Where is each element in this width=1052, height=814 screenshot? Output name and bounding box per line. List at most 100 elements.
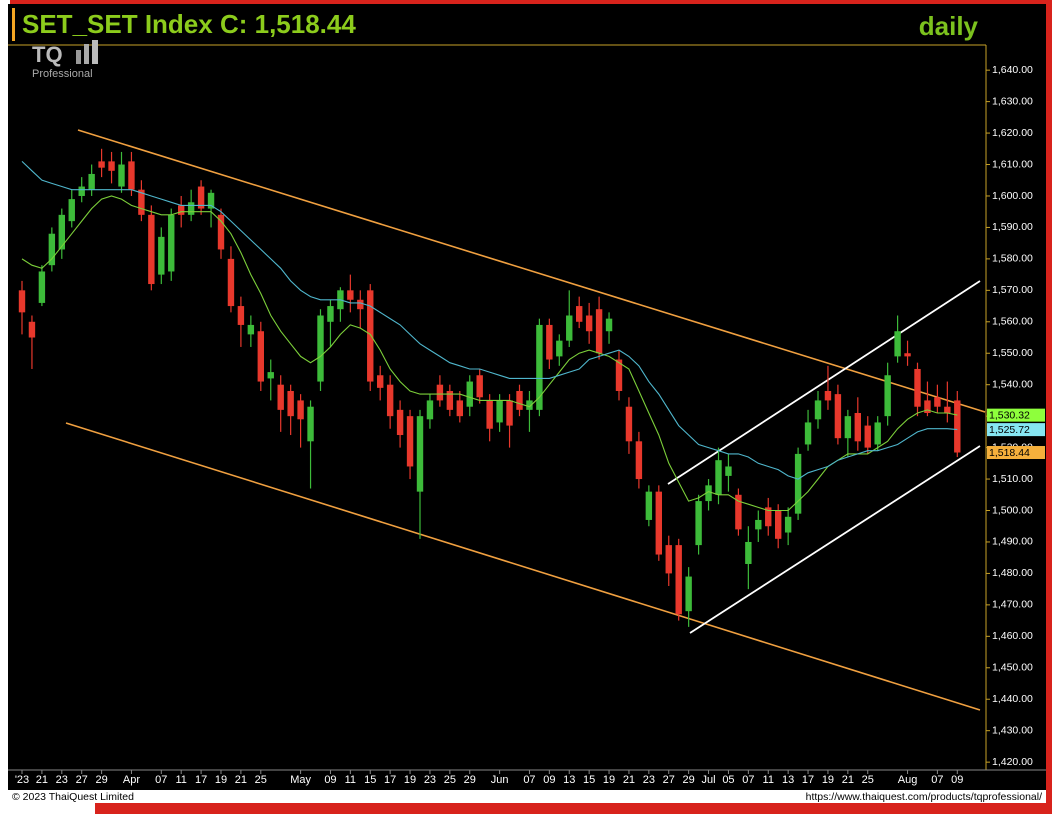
- candle-body: [954, 400, 961, 453]
- y-tick-label: 1,540.00: [992, 378, 1033, 390]
- x-tick-label: 09: [543, 774, 555, 786]
- candle-body: [466, 381, 473, 407]
- y-tick-label: 1,640.00: [992, 64, 1033, 76]
- x-tick-label: 11: [175, 774, 186, 786]
- price-tag-label: 1,530.32: [989, 409, 1030, 421]
- candle-body: [386, 384, 394, 417]
- x-tick-label: 23: [643, 774, 655, 786]
- candle-body: [894, 331, 901, 357]
- candle-body: [58, 214, 65, 250]
- candle-body: [367, 290, 374, 382]
- candle-body: [675, 545, 682, 615]
- x-tick-label: 07: [742, 774, 754, 786]
- candle-body: [128, 161, 135, 190]
- candle-body: [585, 315, 593, 332]
- candle-body: [685, 576, 692, 612]
- candle-body: [357, 299, 364, 310]
- y-tick-label: 1,510.00: [992, 473, 1033, 485]
- y-tick-label: 1,580.00: [992, 253, 1033, 265]
- candle-body: [496, 400, 503, 423]
- trend-line: [65, 422, 981, 711]
- x-tick-label: 23: [56, 774, 68, 786]
- x-tick-label: 29: [464, 774, 476, 786]
- trend-channel: [65, 129, 986, 711]
- y-tick-label: 1,610.00: [992, 158, 1033, 170]
- timeframe: daily: [919, 11, 979, 41]
- y-tick-label: 1,620.00: [992, 127, 1033, 139]
- candle-body: [227, 258, 235, 307]
- candle-body: [48, 233, 56, 266]
- candle-body: [197, 186, 205, 209]
- x-tick-label: 19: [215, 774, 227, 786]
- candle-body: [287, 390, 294, 417]
- x-tick-label: 25: [862, 774, 874, 786]
- y-tick-label: 1,430.00: [992, 724, 1033, 736]
- candle-body: [98, 161, 105, 168]
- trend-channel: [667, 280, 981, 634]
- source-url: https://www.thaiquest.com/products/tqpro…: [806, 791, 1042, 803]
- candle-body: [755, 519, 762, 530]
- price-tag: [987, 446, 1045, 460]
- frame-bottom: [95, 803, 1052, 814]
- moving-average: [21, 161, 958, 480]
- frame-top: [10, 0, 1052, 6]
- candle-body: [237, 306, 245, 325]
- x-tick-label: Jul: [702, 774, 716, 786]
- candle-body: [267, 372, 274, 379]
- trend-line: [77, 129, 986, 413]
- candle-body: [705, 485, 712, 502]
- logo-bar: [92, 40, 98, 64]
- candle-body: [874, 422, 881, 445]
- x-tick-label: May: [290, 774, 311, 786]
- x-tick-label: 17: [195, 774, 207, 786]
- candle-body: [834, 394, 842, 439]
- x-tick-label: 13: [563, 774, 575, 786]
- candle-body: [745, 541, 752, 564]
- y-tick-label: 1,500.00: [992, 504, 1033, 516]
- candle-body: [844, 416, 852, 439]
- candle-body: [187, 202, 195, 215]
- x-tick-label: 11: [345, 774, 356, 786]
- x-tick-label: 23: [424, 774, 436, 786]
- candle-body: [725, 466, 732, 476]
- candle-body: [207, 192, 215, 209]
- x-tick-label: 25: [444, 774, 456, 786]
- x-tick-label: 15: [364, 774, 376, 786]
- candle-body: [108, 161, 115, 171]
- candle-body: [257, 331, 264, 382]
- x-tick-label: Aug: [898, 774, 918, 786]
- y-tick-label: 1,420.00: [992, 756, 1033, 768]
- x-tick-label: 07: [523, 774, 535, 786]
- candle-body: [476, 375, 483, 398]
- trend-line: [667, 280, 981, 485]
- candle-body: [665, 545, 672, 574]
- x-tick-label: 21: [36, 774, 48, 786]
- candle-body: [556, 340, 563, 357]
- candle-body: [178, 205, 185, 215]
- candle-body: [526, 400, 533, 410]
- candle-body: [635, 441, 643, 480]
- candle-body: [396, 409, 404, 436]
- candle-body: [297, 400, 304, 420]
- x-tick-label: 17: [384, 774, 396, 786]
- candle-body: [317, 315, 324, 382]
- candle-body: [426, 400, 434, 420]
- title-marker: [12, 8, 15, 41]
- copyright: © 2023 ThaiQuest Limited: [12, 791, 134, 803]
- candle-body: [655, 491, 662, 555]
- candle-body: [516, 390, 523, 410]
- candle-body: [775, 510, 782, 539]
- x-tick-label: 15: [583, 774, 595, 786]
- x-tick-label: 25: [255, 774, 267, 786]
- x-tick-label: 21: [623, 774, 635, 786]
- candle-body: [794, 453, 802, 514]
- candle-body: [924, 400, 931, 414]
- candle-body: [914, 368, 921, 407]
- x-tick-label: 09: [324, 774, 336, 786]
- price-tag: [987, 408, 1045, 422]
- x-tick-label: 07: [931, 774, 943, 786]
- candle-body: [217, 214, 225, 250]
- candle-body: [944, 406, 951, 414]
- candle-body: [247, 324, 255, 335]
